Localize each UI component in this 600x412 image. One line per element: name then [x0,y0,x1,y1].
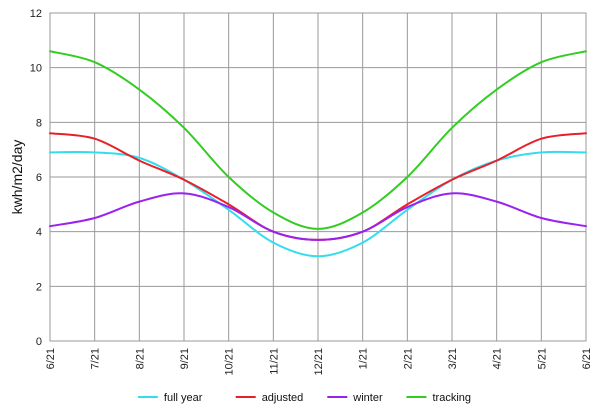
series-lines [49,50,587,258]
x-tick-label: 7/21 [90,348,102,369]
x-tick-label: 5/21 [536,348,548,369]
x-tick-label: 8/21 [134,348,146,369]
y-axis-title: kwh/m2/day [9,140,25,215]
x-tick-label: 12/21 [313,348,325,376]
x-tick-label: 11/21 [268,348,280,375]
legend-label-tracking: tracking [433,392,472,404]
legend: full year adjusted winter tracking [137,392,472,404]
x-tick-label: 9/21 [179,348,191,369]
x-tick-label: 4/21 [492,348,504,369]
x-tick-labels: 6/21 7/21 8/21 9/21 10/21 11/21 12/21 1/21 2/21 3… [45,348,593,376]
series-line-tracking [49,50,587,230]
x-tick-label: 2/21 [402,348,414,369]
legend-label-winter: winter [352,392,383,404]
x-tick-label: 1/21 [358,348,370,369]
y-tick-label: 12 [30,8,42,20]
y-tick-labels: 0 2 4 6 8 10 12 [30,8,42,348]
x-tick-label: 10/21 [224,348,236,376]
y-tick-label: 0 [36,336,42,348]
y-tick-label: 10 [30,63,42,75]
y-tick-label: 2 [36,281,42,293]
legend-label-full-year: full year [164,392,203,404]
legend-label-adjusted: adjusted [262,392,304,404]
x-tick-label: 3/21 [447,348,459,369]
y-tick-label: 6 [36,172,42,184]
x-tick-label: 6/21 [45,348,57,369]
y-tick-label: 4 [36,227,42,239]
y-tick-label: 8 [36,117,42,129]
grid-lines [49,12,587,342]
series-line-winter [49,192,587,241]
x-tick-label: 6/21 [581,348,593,369]
